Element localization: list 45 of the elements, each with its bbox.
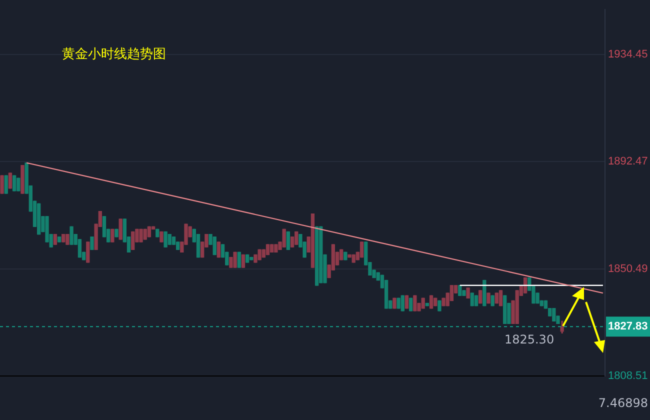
candlestick xyxy=(344,252,348,260)
candlestick xyxy=(282,228,286,248)
candlestick xyxy=(498,290,503,306)
candlestick xyxy=(118,218,122,240)
candlestick xyxy=(70,226,74,245)
candlestick xyxy=(8,172,12,189)
candlestick xyxy=(66,234,70,245)
annotation: 1825.30 xyxy=(504,332,554,346)
candlestick xyxy=(168,234,172,245)
candlestick xyxy=(294,231,298,245)
candlestick xyxy=(396,298,400,309)
text: 黄金小时线趋势图 xyxy=(62,46,166,62)
candlestick xyxy=(392,298,396,309)
y-tick-label: 1850.49 xyxy=(608,262,648,275)
candlestick xyxy=(241,254,246,268)
candlestick xyxy=(131,231,135,250)
candlestick xyxy=(139,228,143,242)
candlestick xyxy=(0,175,4,194)
candlestick xyxy=(470,292,474,306)
candlestick xyxy=(114,228,118,238)
candlestick xyxy=(466,288,470,298)
y-tick-label: 1808.51 xyxy=(608,370,648,382)
candlestick xyxy=(90,236,94,250)
text: 7.46898 xyxy=(598,396,648,410)
candlestick xyxy=(266,244,270,256)
candlestick xyxy=(216,242,221,258)
candlestick xyxy=(438,300,442,312)
candlestick xyxy=(164,231,168,248)
y-tick-label: 1892.47 xyxy=(608,156,648,168)
candlestick xyxy=(360,242,364,258)
candlestick xyxy=(57,236,62,242)
candlestick xyxy=(4,175,8,194)
candlestick xyxy=(237,252,241,268)
candlestick xyxy=(86,242,90,263)
candlestick xyxy=(110,228,114,242)
candlestick xyxy=(258,249,262,260)
ref-line-label: 1827.83 xyxy=(608,320,648,333)
candlestick xyxy=(160,231,164,242)
candlestick xyxy=(274,244,278,253)
candlestick xyxy=(62,234,66,242)
candlestick xyxy=(212,236,216,256)
candlestick xyxy=(233,252,237,268)
candlestick xyxy=(486,292,490,304)
candlestick xyxy=(20,165,24,194)
y-tick-label: 1934.45 xyxy=(608,48,648,60)
